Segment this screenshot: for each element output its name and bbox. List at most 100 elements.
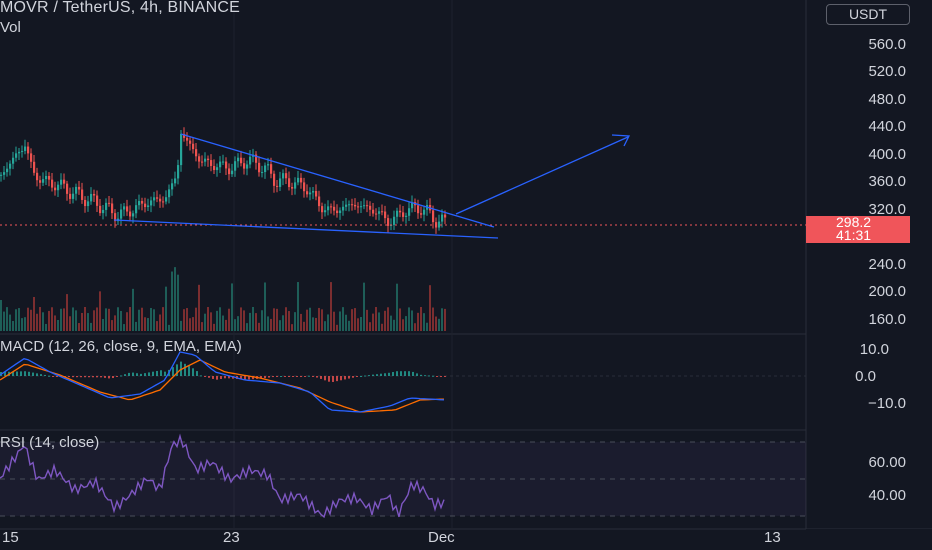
volume-bar (237, 316, 239, 331)
candle-body (267, 164, 270, 166)
volume-bar (96, 307, 98, 331)
macd-histogram-bar (384, 373, 386, 376)
macd-histogram-bar (28, 371, 30, 376)
volume-bar (360, 317, 362, 331)
candle-body (60, 179, 63, 185)
macd-histogram-bar (40, 374, 42, 376)
volume-bar (429, 285, 431, 331)
time-tick-23: 23 (223, 529, 240, 546)
candle-body (270, 164, 273, 174)
macd-signal-line (0, 359, 445, 413)
volume-bar (69, 316, 71, 331)
volume-bar (150, 307, 152, 331)
macd-histogram-bar (164, 371, 166, 376)
volume-bar (111, 320, 113, 331)
candle-body (12, 157, 15, 164)
volume-bar (210, 312, 212, 331)
macd-tick-10: 10.0 (859, 341, 889, 358)
volume-bar (216, 310, 218, 331)
volume-bar (417, 312, 419, 331)
volume-bar (252, 307, 254, 331)
volume-bar (51, 307, 53, 331)
macd-histogram-bar (328, 376, 330, 382)
volume-bar (45, 323, 47, 331)
macd-histogram-bar (72, 376, 74, 378)
volume-bar (132, 288, 134, 331)
volume-bar (3, 311, 5, 331)
macd-histogram-bar (212, 376, 214, 379)
candle-body (222, 161, 225, 163)
candle-body (171, 183, 174, 190)
volume-bar (138, 309, 140, 331)
macd-tick-0: 0.0 (855, 368, 876, 385)
volume-bar (234, 319, 236, 331)
macd-histogram-bar (4, 371, 6, 376)
volume-bar (48, 310, 50, 331)
candle-body (93, 193, 96, 196)
candle-body (291, 187, 294, 189)
volume-bar (246, 323, 248, 331)
volume-bar (60, 308, 62, 331)
macd-histogram-bar (192, 368, 194, 376)
macd-histogram-bar (420, 374, 422, 376)
volume-bar (276, 308, 278, 331)
volume-bar (414, 323, 416, 331)
candle-body (441, 214, 444, 222)
candle-body (24, 146, 27, 151)
macd-histogram-bar (132, 372, 134, 376)
candle-body (288, 178, 291, 188)
macd-histogram-bar (360, 376, 362, 377)
macd-title: MACD (12, 26, close, 9, EMA, EMA) (0, 338, 242, 355)
wedge-lower-trendline (113, 219, 499, 239)
candle-body (183, 133, 186, 138)
axis-corner (806, 529, 932, 550)
last-price-value: 298.2 (836, 214, 872, 230)
volume-bar (120, 310, 122, 331)
macd-histogram-bar (44, 374, 46, 376)
volume-bar (432, 307, 434, 331)
macd-histogram-bar (76, 376, 78, 378)
macd-histogram-bar (80, 376, 82, 378)
volume-bar (147, 318, 149, 331)
macd-histogram-bar (276, 376, 278, 377)
macd-histogram-bar (32, 372, 34, 376)
currency-button[interactable]: USDT (826, 4, 910, 25)
candle-body (63, 179, 66, 184)
volume-bar (378, 312, 380, 331)
candle-body (177, 165, 180, 179)
rsi-tick-60: 60.00 (868, 454, 906, 471)
volume-bar (270, 318, 272, 331)
volume-bar (87, 313, 89, 331)
candle-body (225, 161, 228, 169)
volume-bar (21, 318, 23, 331)
volume-bar (285, 307, 287, 331)
volume-bar (420, 307, 422, 331)
candle-body (411, 202, 414, 209)
macd-histogram-bar (428, 375, 430, 377)
macd-histogram-bar (224, 376, 226, 379)
candle-body (276, 185, 279, 187)
candle-body (372, 209, 375, 214)
volume-bar (444, 308, 446, 331)
macd-histogram-bar (240, 376, 242, 380)
macd-histogram-bar (52, 376, 54, 377)
macd-histogram-bar (24, 371, 26, 376)
price-tick-320: 320.0 (868, 201, 906, 218)
macd-histogram-bar (344, 376, 346, 380)
macd-histogram-bar (196, 371, 198, 376)
volume-bar (168, 324, 170, 331)
candle-body (138, 201, 141, 206)
volume-bar (222, 315, 224, 331)
candle-body (300, 177, 303, 183)
price-tick-400: 400.0 (868, 146, 906, 163)
volume-bar (27, 307, 29, 331)
volume-bar (144, 317, 146, 331)
candle-body (330, 206, 333, 208)
candle-body (174, 178, 177, 184)
candle-body (186, 137, 189, 141)
macd-histogram-bar (416, 373, 418, 376)
macd-histogram-bar (108, 376, 110, 379)
macd-histogram-bar (36, 373, 38, 376)
candle-body (132, 213, 135, 217)
